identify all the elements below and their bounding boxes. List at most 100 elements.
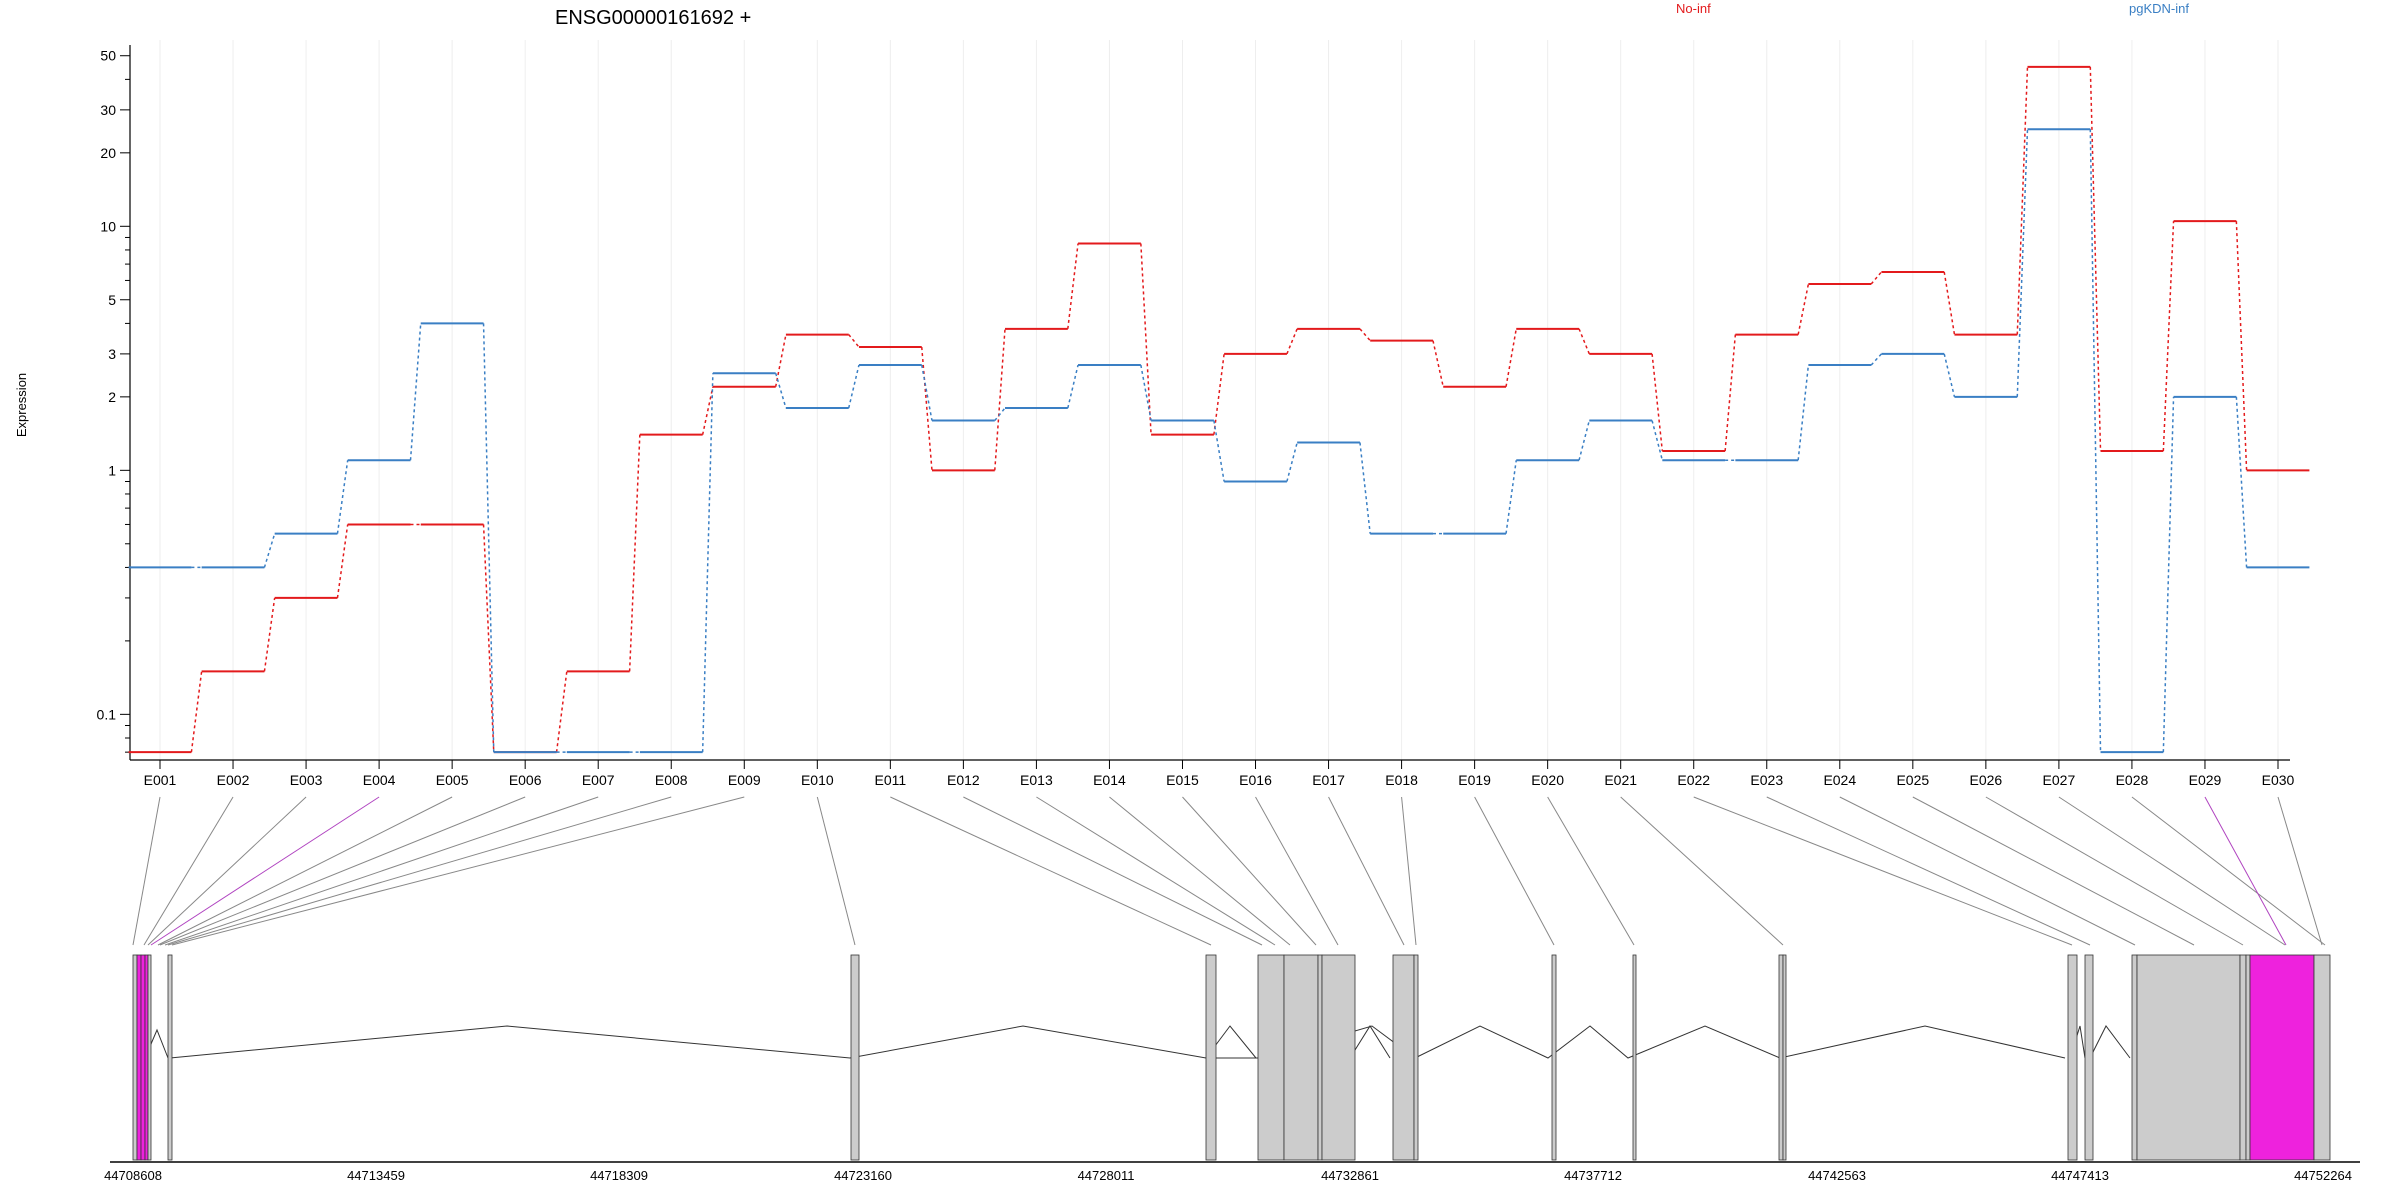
exon-connector: [1912, 796, 2195, 946]
genome-tick-label: 44708608: [104, 1168, 162, 1183]
series-connector: [2162, 221, 2175, 452]
genome-tick-label: 44728011: [1078, 1168, 1135, 1183]
chart-title: ENSG00000161692 +: [555, 7, 751, 29]
grid-lines: [159, 40, 2279, 760]
y-axis: 0.1 1 2 3 5 10 20 30 50: [97, 45, 131, 760]
series-connector: [2016, 129, 2029, 397]
series-connector: [1140, 243, 1152, 435]
genome-tick-label: 44732861: [1321, 1168, 1379, 1183]
exon-block: [1257, 954, 1285, 1161]
series-no-inf: [128, 65, 2310, 754]
exon-connectors: [132, 796, 2326, 946]
legend-no-inf: No-inf: [1676, 1, 1711, 16]
x-tick-label: E017: [1312, 772, 1345, 788]
x-tick-label: E008: [655, 772, 688, 788]
x-tick-label: E006: [509, 772, 542, 788]
genome-tick-label: 44723160: [834, 1168, 892, 1183]
x-tick-label: E024: [1823, 772, 1856, 788]
x-tick-label: E003: [290, 772, 323, 788]
exon-block: [2131, 954, 2138, 1161]
exon-connector: [2058, 796, 2286, 946]
series-connector: [1067, 364, 1079, 409]
series-connector: [1067, 243, 1079, 329]
intron-line: [1349, 1025, 1391, 1059]
exon-block: [2084, 954, 2094, 1161]
genome-tick-label: 44742563: [1808, 1168, 1866, 1183]
y-tick-label: 5: [108, 292, 116, 308]
series-connector: [2235, 396, 2248, 568]
genome-tick-label: 44713459: [347, 1168, 405, 1183]
series-connector: [921, 364, 933, 421]
exon-connector: [1182, 796, 1317, 946]
exon-block: [1283, 954, 1319, 1161]
x-tick-label: E025: [1896, 772, 1929, 788]
exon-block: [2245, 954, 2251, 1161]
x-tick-label: E002: [217, 772, 250, 788]
series-connector: [1505, 328, 1517, 387]
series-connector: [409, 323, 422, 461]
exon-connector: [147, 796, 307, 946]
series-connector: [1724, 334, 1737, 452]
exon-block: [2067, 954, 2078, 1161]
series-connector: [848, 334, 860, 348]
series-connector: [1943, 353, 1956, 398]
intron-line: [2089, 1025, 2131, 1059]
exon-block: [1632, 954, 1637, 1161]
series-connector: [701, 373, 714, 753]
y-axis-label: Expression: [14, 373, 29, 437]
exon-block: [1321, 954, 1356, 1161]
exon-block: [2239, 954, 2247, 1161]
x-tick-label: E012: [947, 772, 980, 788]
series-connector: [1943, 271, 1956, 335]
exon-block: [144, 954, 149, 1161]
exon-block: [136, 954, 142, 1161]
exon-connector: [1328, 796, 1405, 946]
series-connector: [994, 407, 1006, 421]
exon-block: [1317, 954, 1323, 1161]
series-connector: [1870, 353, 1882, 366]
exon-block: [167, 954, 173, 1161]
exon-connector: [2204, 796, 2287, 946]
series-connector: [2089, 66, 2102, 452]
y-tick-label: 0.1: [97, 706, 117, 722]
exon-connector: [157, 796, 453, 946]
exon-connector: [150, 796, 380, 946]
x-tick-label: E027: [2043, 772, 2076, 788]
series-connector: [190, 671, 203, 753]
x-tick-label: E028: [2116, 772, 2149, 788]
genome-tick-label: 44752264: [2294, 1168, 2352, 1183]
series-connector: [263, 597, 276, 672]
series-connector: [1286, 442, 1298, 482]
series-connector: [336, 460, 349, 534]
x-tick-label: E016: [1239, 772, 1272, 788]
series-connector: [1359, 442, 1371, 534]
y-tick-label: 50: [100, 48, 116, 64]
x-tick-label: E018: [1385, 772, 1418, 788]
series-connector: [1213, 420, 1225, 482]
exon-connector: [132, 796, 161, 946]
legend-pgkdn-inf: pgKDN-inf: [2129, 1, 2189, 16]
exon-connector: [1401, 796, 1417, 946]
exon-block: [1205, 954, 1217, 1161]
y-tick-label: 2: [108, 389, 116, 405]
x-tick-label: E026: [1970, 772, 2003, 788]
series-connector: [1578, 420, 1591, 461]
series-connector: [994, 328, 1006, 471]
exon-block: [2136, 954, 2241, 1161]
y-tick-label: 3: [108, 346, 116, 362]
x-tick-label: E022: [1677, 772, 1710, 788]
exon-connector: [890, 796, 1212, 946]
series-connector: [1797, 283, 1810, 335]
series-connector: [555, 671, 568, 753]
series-connector: [921, 346, 933, 471]
exon-block: [140, 954, 146, 1161]
x-tick-label: E020: [1531, 772, 1564, 788]
exon-connector: [1109, 796, 1291, 946]
y-tick-label: 20: [100, 145, 116, 161]
exon-connector: [2277, 796, 2323, 946]
exon-block: [1392, 954, 1415, 1161]
series-lines: [128, 65, 2310, 754]
series-connector: [1213, 353, 1225, 435]
x-tick-label: E005: [436, 772, 469, 788]
